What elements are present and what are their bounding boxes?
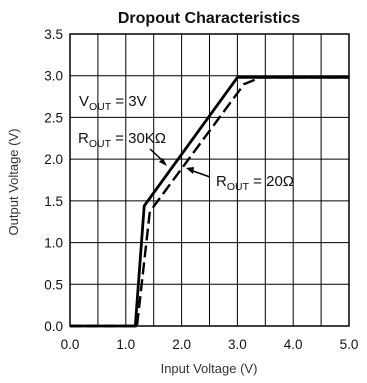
series-group	[70, 76, 349, 328]
annotations-group: VOUT = 3V ROUT = 30KΩ ROUT = 20Ω	[78, 93, 294, 193]
plot-frame	[69, 33, 350, 327]
curve-r20	[70, 76, 349, 328]
y-tick-label: 2.5	[44, 110, 63, 125]
y-tick-label: 3.0	[44, 69, 63, 84]
annotation-r30k-sub: OUT	[89, 138, 112, 150]
annotation-r30k-leader-line	[149, 148, 163, 161]
x-tick-label: 0.0	[61, 337, 80, 352]
axes-group	[69, 33, 350, 327]
x-axis-label: Input Voltage (V)	[161, 361, 258, 376]
annotation-r30k-main: R	[78, 130, 89, 147]
y-axis-label: Output Voltage (V)	[6, 129, 21, 236]
x-tick-label: 5.0	[340, 337, 359, 352]
y-tick-label: 2.0	[44, 152, 63, 167]
x-tick-label: 4.0	[284, 337, 303, 352]
y-tick-label: 1.5	[44, 194, 63, 209]
annotation-r20-arrowhead	[186, 167, 194, 174]
annotation-r20: ROUT = 20Ω	[216, 173, 294, 193]
annotation-vout-rest: = 3V	[111, 93, 146, 110]
annotation-vout: VOUT = 3V	[79, 93, 147, 113]
annotation-r30k: ROUT = 30KΩ	[78, 130, 166, 150]
annotation-r20-main: R	[216, 173, 227, 190]
x-tick-label: 3.0	[228, 337, 247, 352]
annotation-vout-sub: OUT	[89, 101, 112, 113]
y-tick-label: 0.5	[44, 277, 63, 292]
tick-labels-group: 0.0 1.0 2.0 3.0 4.0 5.0 0.0 0.5 1.0 1.5 2.0 2.5 3.0 3…	[44, 27, 358, 352]
annotation-r20-leader-line	[192, 170, 211, 178]
x-tick-label: 1.0	[116, 337, 135, 352]
annotation-r20-rest: = 20Ω	[249, 173, 294, 190]
chart-title: Dropout Characteristics	[118, 10, 300, 27]
y-tick-label: 3.5	[44, 27, 63, 42]
x-tick-label: 2.0	[172, 337, 191, 352]
annotation-r30k-arrowhead	[159, 158, 167, 166]
annotation-r30k-rest: = 30KΩ	[111, 130, 166, 147]
y-tick-label: 1.0	[44, 236, 63, 251]
annotation-vout-main: V	[79, 93, 89, 110]
annotation-r20-sub: OUT	[227, 181, 250, 193]
y-tick-label: 0.0	[44, 319, 63, 334]
